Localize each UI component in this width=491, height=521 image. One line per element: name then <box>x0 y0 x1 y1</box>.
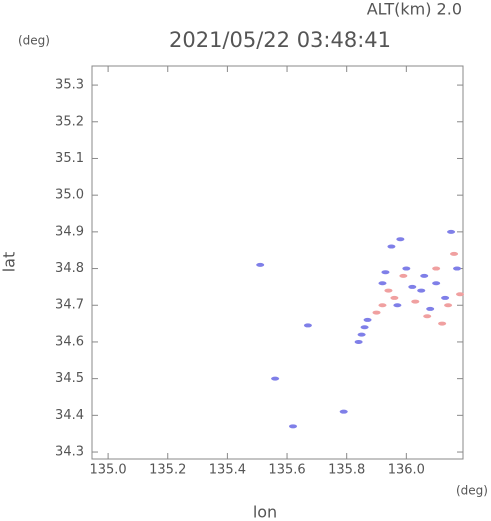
echo-point <box>378 303 387 308</box>
echo-point <box>402 266 411 271</box>
echo-point <box>390 295 399 300</box>
x-tick-label: 135.6 <box>268 463 305 478</box>
echo-point <box>447 229 456 234</box>
echo-point <box>384 288 393 293</box>
x-tick-label: 135.4 <box>209 463 246 478</box>
echo-point <box>289 424 298 429</box>
echo-point <box>408 284 417 289</box>
echo-point <box>360 325 369 330</box>
y-axis-label: lat <box>0 252 19 273</box>
y-tick-label: 34.7 <box>55 298 84 313</box>
echo-point <box>256 262 265 267</box>
echo-point <box>339 409 348 414</box>
echo-point <box>426 306 435 311</box>
echo-point <box>444 303 453 308</box>
echo-point <box>450 251 459 256</box>
y-tick-label: 34.8 <box>55 261 84 276</box>
echo-point <box>393 303 402 308</box>
y-tick-label: 35.3 <box>55 78 84 93</box>
chart-title: 2021/05/22 03:48:41 <box>169 28 391 52</box>
y-tick-label: 35.0 <box>55 188 84 203</box>
echo-point <box>438 321 447 326</box>
y-tick-label: 35.2 <box>55 114 84 129</box>
echo-point <box>396 237 405 242</box>
echo-point <box>372 310 381 315</box>
echo-point <box>411 299 420 304</box>
echo-point <box>456 292 465 297</box>
echo-point <box>441 295 450 300</box>
y-tick-label: 34.5 <box>55 371 84 386</box>
echo-point <box>354 339 363 344</box>
echo-point <box>432 266 441 271</box>
echo-point <box>387 244 396 249</box>
x-axis-label: lon <box>253 503 277 521</box>
echo-point <box>432 281 441 286</box>
y-tick-label: 34.6 <box>55 334 84 349</box>
echo-point <box>420 273 429 278</box>
echo-point <box>423 314 432 319</box>
echo-point <box>363 317 372 322</box>
echo-point <box>399 273 408 278</box>
x-tick-label: 135.2 <box>149 463 186 478</box>
plot-frame <box>91 65 464 460</box>
y-tick-label: 35.1 <box>55 151 84 166</box>
x-unit: (deg) <box>456 484 488 498</box>
echo-point <box>453 266 462 271</box>
x-tick-label: 135.8 <box>328 463 365 478</box>
x-tick-label: 136.0 <box>388 463 425 478</box>
echo-point <box>303 323 312 328</box>
echo-point <box>381 270 390 275</box>
y-tick-label: 34.9 <box>55 224 84 239</box>
altitude-label: ALT(km) 2.0 <box>367 0 462 19</box>
echo-point <box>378 281 387 286</box>
echo-point <box>417 288 426 293</box>
echo-point <box>271 376 280 381</box>
echo-point <box>357 332 366 337</box>
y-tick-label: 34.3 <box>55 445 84 460</box>
x-tick-label: 135.0 <box>89 463 126 478</box>
y-unit: (deg) <box>18 34 50 48</box>
y-tick-label: 34.4 <box>55 408 84 423</box>
